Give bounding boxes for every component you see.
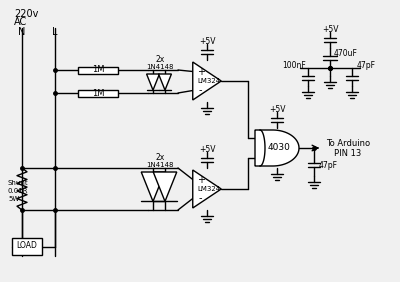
Text: 1M: 1M bbox=[92, 65, 104, 74]
Text: 2x: 2x bbox=[155, 56, 165, 65]
Text: -: - bbox=[199, 85, 202, 95]
Text: +: + bbox=[197, 175, 205, 185]
Text: LM324: LM324 bbox=[198, 186, 220, 192]
Text: 4030: 4030 bbox=[268, 144, 290, 153]
Text: 100nF: 100nF bbox=[282, 61, 306, 69]
Text: +: + bbox=[197, 67, 205, 77]
Text: To Arduino: To Arduino bbox=[326, 138, 370, 147]
Polygon shape bbox=[193, 62, 221, 100]
Bar bbox=[78, 89, 118, 96]
Text: AC: AC bbox=[14, 17, 27, 27]
Text: +5V: +5V bbox=[199, 144, 215, 153]
Bar bbox=[78, 67, 118, 74]
Polygon shape bbox=[255, 130, 299, 166]
Text: L: L bbox=[52, 27, 58, 37]
Text: LOAD: LOAD bbox=[16, 241, 38, 250]
Text: +5V: +5V bbox=[322, 25, 338, 34]
Polygon shape bbox=[141, 172, 165, 201]
Text: 5W: 5W bbox=[8, 196, 19, 202]
Text: 47pF: 47pF bbox=[318, 160, 338, 169]
Polygon shape bbox=[158, 74, 172, 90]
Text: Shunt: Shunt bbox=[8, 180, 29, 186]
Text: 1N4148: 1N4148 bbox=[146, 162, 174, 168]
Text: 1N4148: 1N4148 bbox=[146, 64, 174, 70]
Text: +5V: +5V bbox=[199, 36, 215, 45]
Text: 0.01R: 0.01R bbox=[8, 188, 28, 194]
Text: -: - bbox=[199, 193, 202, 203]
Text: 2x: 2x bbox=[155, 153, 165, 162]
Polygon shape bbox=[146, 74, 160, 90]
Text: +5V: +5V bbox=[269, 105, 285, 113]
Text: LM324: LM324 bbox=[198, 78, 220, 84]
Text: N: N bbox=[18, 27, 26, 37]
Bar bbox=[12, 238, 42, 255]
Text: 1M: 1M bbox=[92, 89, 104, 98]
Text: 47pF: 47pF bbox=[356, 61, 376, 69]
Polygon shape bbox=[153, 172, 177, 201]
Text: PIN 13: PIN 13 bbox=[334, 149, 362, 158]
Polygon shape bbox=[193, 170, 221, 208]
Text: 220v: 220v bbox=[14, 9, 38, 19]
Text: 470uF: 470uF bbox=[334, 50, 358, 58]
